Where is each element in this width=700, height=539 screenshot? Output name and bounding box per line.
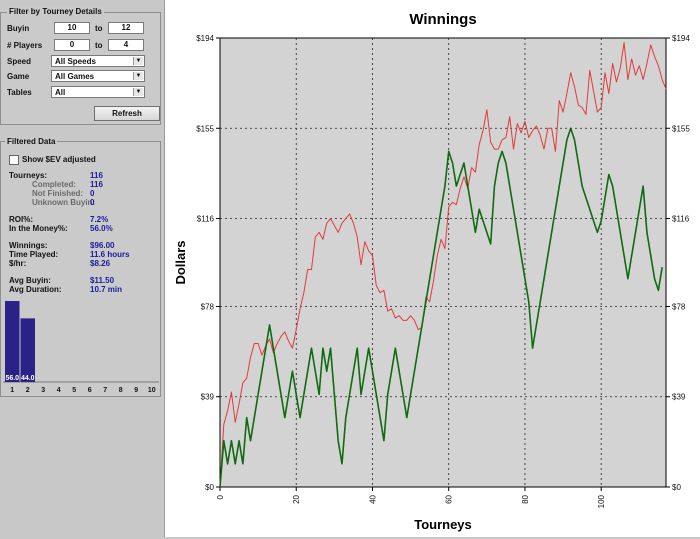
buyin-from-input[interactable]: 10 <box>54 22 90 34</box>
y-tick-label-right: $116 <box>672 215 690 224</box>
x-tick-label: 60 <box>445 494 454 503</box>
avg-buyin-value: $11.50 <box>90 276 115 285</box>
finish-place-label: 8 <box>119 387 123 394</box>
speed-select[interactable]: All Speeds ▼ <box>51 55 145 67</box>
speed-select-value: All Speeds <box>55 57 96 66</box>
finish-bar <box>5 301 20 382</box>
completed-label: Completed: <box>32 180 76 189</box>
show-ev-checkbox[interactable] <box>9 155 19 165</box>
tourneys-label: Tourneys: <box>9 171 48 180</box>
finish-position-chart: 56.0 44.0 1 2 3 4 5 6 7 8 9 10 <box>3 301 159 394</box>
y-tick-label-right: $194 <box>672 34 690 43</box>
plot-area <box>219 37 667 488</box>
avg-duration-label: Avg Duration: <box>9 285 62 294</box>
filtered-data-panel: Filtered Data Show $EV adjusted Tourneys… <box>0 137 161 397</box>
y-tick-label-right: $155 <box>672 124 690 133</box>
y-tick-label-right: $78 <box>672 302 686 311</box>
unknown-buyin-value: 0 <box>90 198 95 207</box>
finish-place-label: 10 <box>148 387 156 394</box>
finish-place-label: 2 <box>26 387 30 394</box>
not-finished-value: 0 <box>90 189 95 198</box>
completed-value: 116 <box>90 180 103 189</box>
roi-label: ROI%: <box>9 215 33 224</box>
y-tick-label-left: $78 <box>201 302 215 311</box>
finish-place-label: 4 <box>57 387 61 394</box>
y-tick-label-left: $0 <box>205 483 214 492</box>
refresh-button[interactable]: Refresh <box>94 106 160 121</box>
winnings-label: Winnings: <box>9 241 48 250</box>
y-tick-label-right: $0 <box>672 483 681 492</box>
roi-value: 7.2% <box>90 215 109 224</box>
game-select[interactable]: All Games ▼ <box>51 70 145 82</box>
y-axis-label: Dollars <box>173 240 188 284</box>
actual-winnings-line <box>219 127 663 488</box>
x-tick-label: 80 <box>521 494 530 503</box>
x-tick-label: 100 <box>597 494 606 508</box>
time-played-label: Time Played: <box>9 250 59 259</box>
chevron-down-icon[interactable]: ▼ <box>133 72 143 80</box>
players-label: # Players <box>7 41 43 50</box>
x-tick-label: 20 <box>292 494 301 503</box>
finish-place-label: 5 <box>72 387 76 394</box>
tables-select[interactable]: All ▼ <box>51 86 145 98</box>
tourneys-value: 116 <box>90 171 103 180</box>
chart-title: Winnings <box>409 11 476 28</box>
finish-place-label: 1 <box>10 387 14 394</box>
show-ev-label: Show $EV adjusted <box>22 155 96 164</box>
time-played-value: 11.6 hours <box>90 250 130 259</box>
y-tick-label-left: $155 <box>196 124 214 133</box>
dollars-per-hour-label: $/hr: <box>9 259 27 268</box>
ev-winnings-line <box>219 42 667 488</box>
buyin-to-input[interactable]: 12 <box>108 22 144 34</box>
finish-bar-label: 44.0 <box>21 375 35 382</box>
speed-label: Speed <box>7 57 32 66</box>
finish-bar <box>20 318 35 382</box>
x-axis-label: Tourneys <box>414 517 472 532</box>
finish-place-label: 3 <box>41 387 45 394</box>
finish-place-label: 6 <box>88 387 92 394</box>
itm-label: In the Money%: <box>9 224 68 233</box>
game-select-value: All Games <box>55 72 95 81</box>
avg-duration-value: 10.7 min <box>90 285 123 294</box>
not-finished-label: Not Finished: <box>32 189 84 198</box>
unknown-buyin-label: Unknown Buyin: <box>32 198 96 207</box>
avg-buyin-label: Avg Buyin: <box>9 276 51 285</box>
dollars-per-hour-value: $8.26 <box>90 259 111 268</box>
filter-panel-title: Filter by Tourney Details <box>7 7 104 16</box>
y-tick-label-left: $116 <box>197 215 215 224</box>
x-tick-label: 0 <box>216 494 225 499</box>
x-tick-label: 40 <box>368 494 377 503</box>
players-to-input[interactable]: 4 <box>108 39 144 51</box>
buyin-label: Buyin <box>7 24 30 33</box>
y-tick-label-left: $39 <box>201 393 215 402</box>
tables-label: Tables <box>7 88 32 97</box>
winnings-chart-area: $0 $0 $39 $39 $78 $78 $116 $116 $155 $155 $194 $194… <box>164 0 700 537</box>
players-from-input[interactable]: 0 <box>54 39 90 51</box>
y-tick-label-left: $194 <box>196 34 214 43</box>
finish-bar-label: 56.0 <box>5 375 19 382</box>
chevron-down-icon[interactable]: ▼ <box>133 57 143 65</box>
buyin-to-label: to <box>95 24 103 33</box>
y-tick-label-right: $39 <box>672 393 686 402</box>
winnings-value: $96.00 <box>90 241 115 250</box>
winnings-chart: $0 $0 $39 $39 $78 $78 $116 $116 $155 $155 $194 $194… <box>173 11 690 532</box>
finish-place-label: 7 <box>103 387 107 394</box>
itm-value: 56.0% <box>90 224 113 233</box>
chevron-down-icon[interactable]: ▼ <box>133 88 143 96</box>
players-to-label: to <box>95 41 103 50</box>
game-label: Game <box>7 72 30 81</box>
finish-place-label: 9 <box>134 387 138 394</box>
tables-select-value: All <box>55 88 66 97</box>
filtered-data-title: Filtered Data <box>5 137 58 146</box>
filter-panel: Filter by Tourney Details Buyin 10 to 12… <box>0 7 161 125</box>
